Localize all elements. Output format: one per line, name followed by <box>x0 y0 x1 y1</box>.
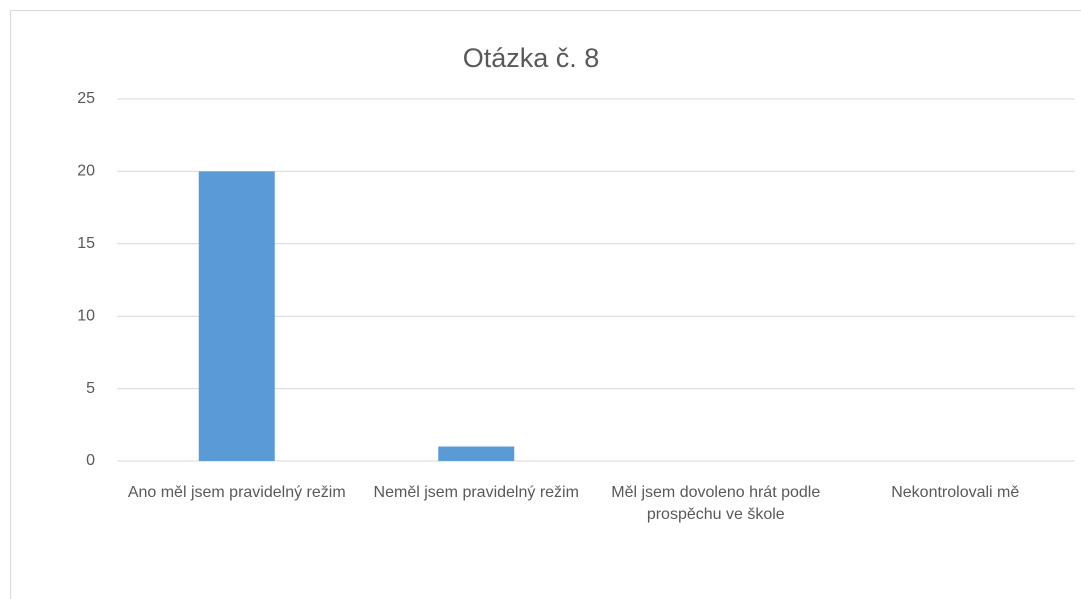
y-tick-label: 10 <box>77 307 95 324</box>
x-tick-label: Měl jsem dovoleno hrát podle prospěchu v… <box>611 484 821 523</box>
y-tick-label: 5 <box>86 380 95 397</box>
y-tick-label: 15 <box>77 235 95 252</box>
bar <box>438 446 515 461</box>
y-tick-label: 0 <box>86 452 95 469</box>
y-tick-label: 25 <box>77 90 95 107</box>
x-tick-label: Ano měl jsem pravidelný režim <box>127 484 346 501</box>
y-tick-label: 20 <box>77 163 95 180</box>
chart-border <box>10 10 1081 599</box>
bar <box>198 171 275 461</box>
x-tick-label: Nekontrolovali mě <box>891 484 1020 501</box>
chart-title: Otázka č. 8 <box>463 43 600 73</box>
x-tick-label: Neměl jsem pravidelný režim <box>373 484 579 501</box>
